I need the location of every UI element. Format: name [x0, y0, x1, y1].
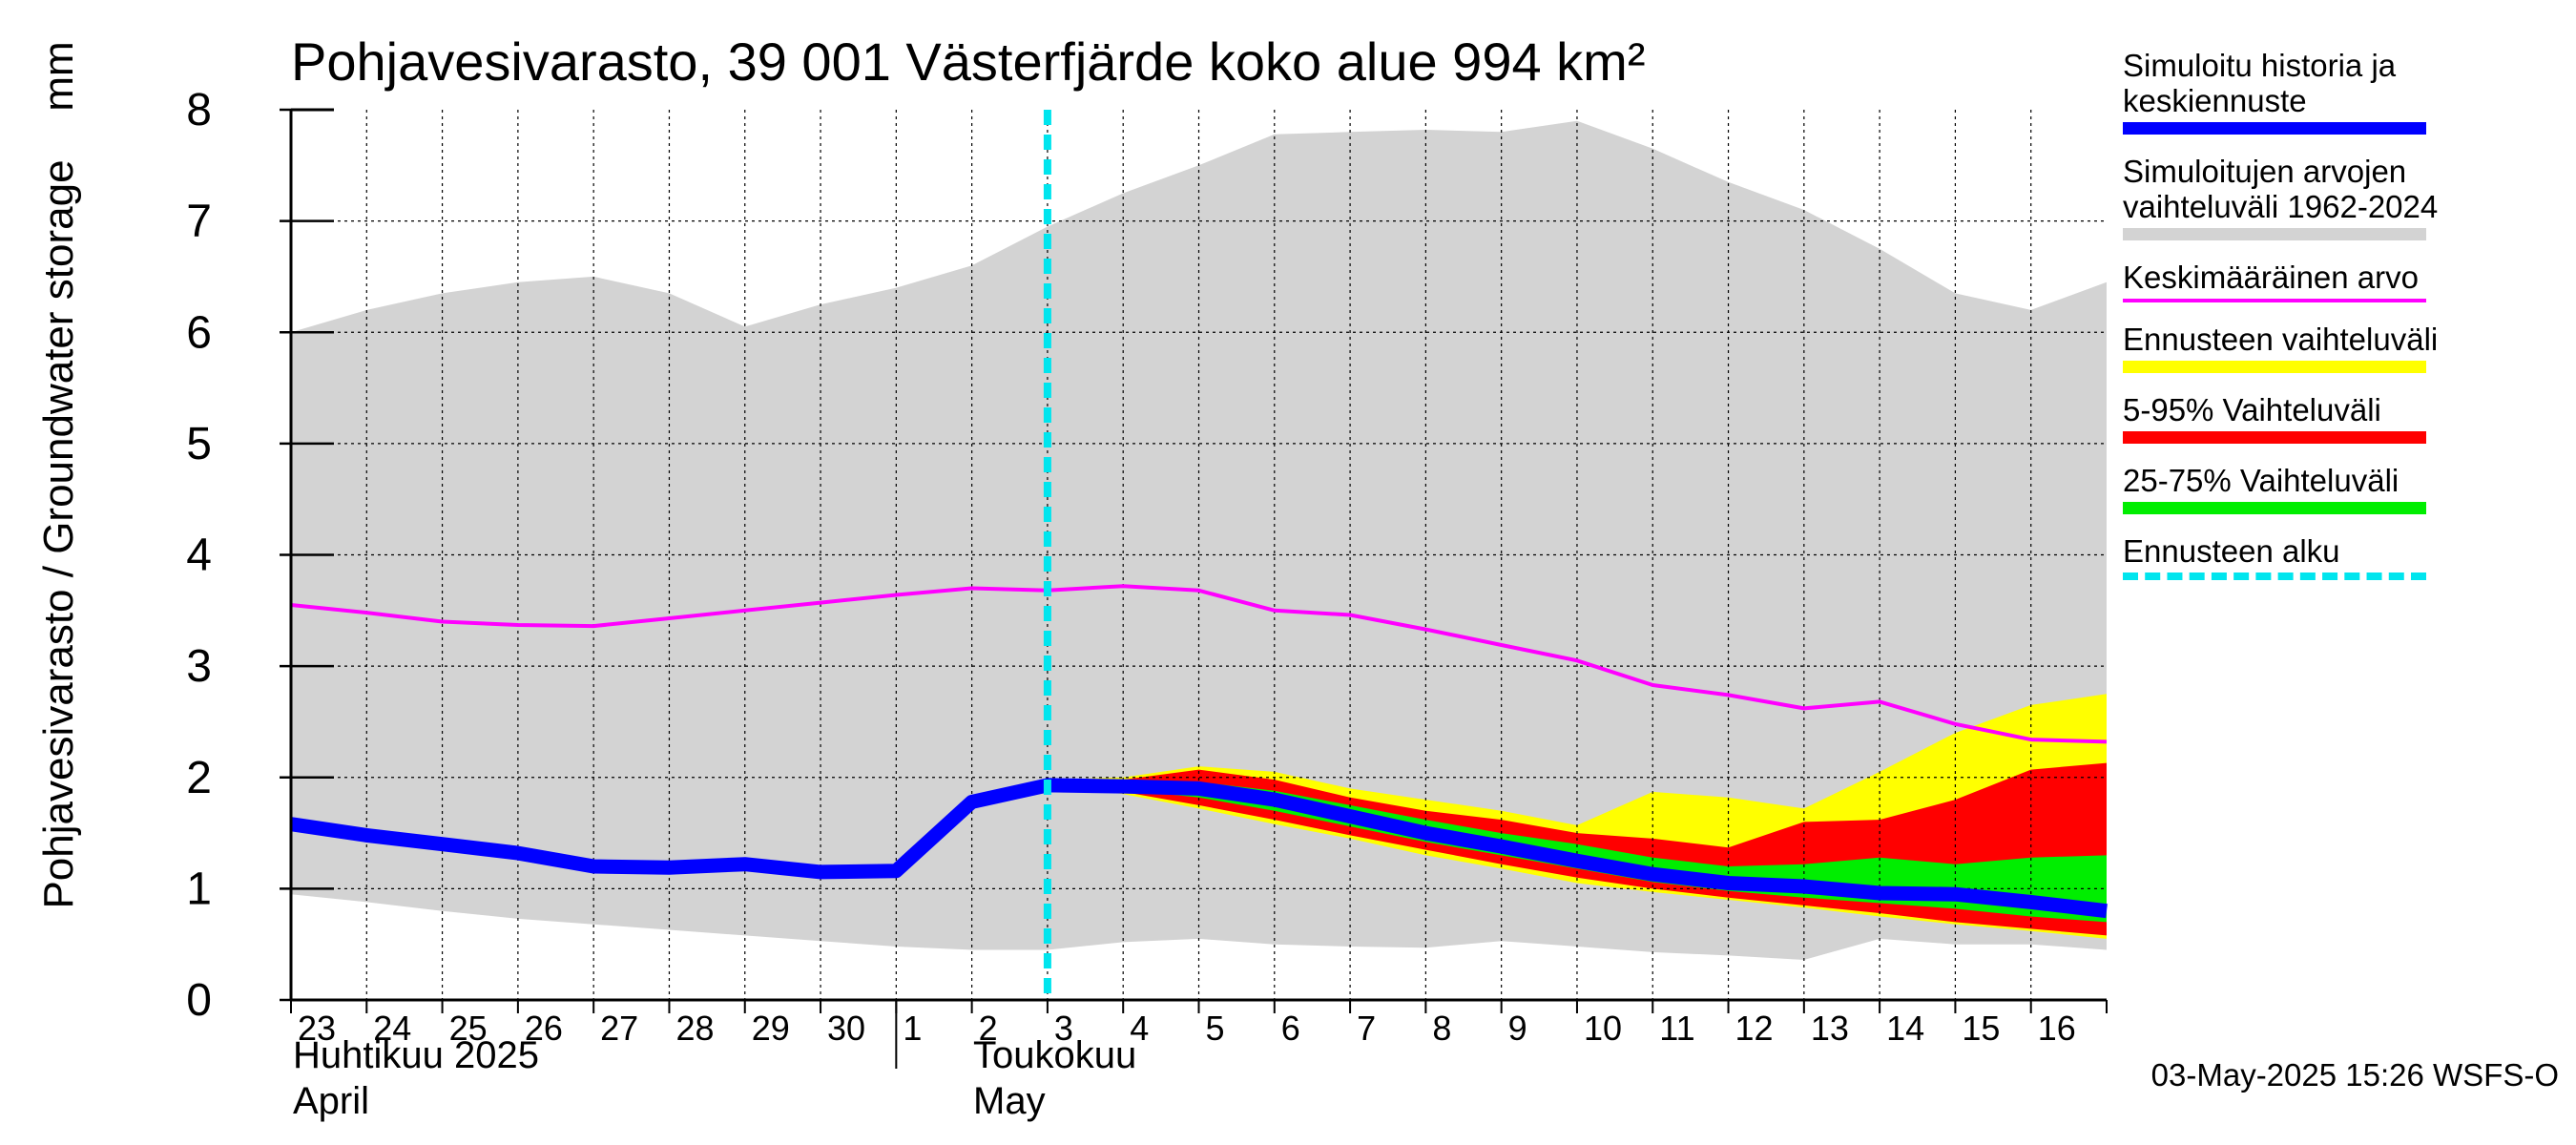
month-label-april-fi: Huhtikuu 2025: [293, 1034, 539, 1076]
legend-item-forecast-range: Ennusteen vaihteluväli: [2123, 322, 2438, 373]
month-label-april-en: April: [293, 1080, 370, 1122]
month-label-april: Huhtikuu 2025 April: [293, 1032, 539, 1124]
legend-label: Keskimääräinen arvo: [2123, 260, 2419, 295]
legend-swatch: [2123, 572, 2426, 580]
chart-title: Pohjavesivarasto, 39 001 Västerfjärde ko…: [291, 31, 1646, 92]
y-tick-label: 7: [186, 197, 212, 247]
y-tick-label: 1: [186, 864, 212, 914]
x-tick-label: 28: [675, 1009, 714, 1048]
x-tick-label: 11: [1659, 1009, 1694, 1048]
x-tick-label: 12: [1735, 1009, 1774, 1048]
y-tick-label: 6: [186, 307, 212, 358]
x-tick-label: 27: [600, 1009, 638, 1048]
x-tick-label: 13: [1811, 1009, 1849, 1048]
x-tick-label: 16: [2038, 1009, 2076, 1048]
y-axis-unit: mm: [35, 41, 82, 112]
x-tick-label: 2: [979, 1009, 998, 1048]
x-tick-label: 1: [903, 1009, 922, 1048]
series-line-mean: [290, 584, 2108, 744]
x-tick-label: 14: [1886, 1009, 1924, 1048]
chart-grid: [291, 110, 2107, 1000]
x-tick-label: 9: [1508, 1009, 1527, 1048]
x-tick-label: 30: [827, 1009, 865, 1048]
legend-item-history: Simuloitu historia ja keskiennuste: [2123, 48, 2438, 135]
legend-swatch: [2123, 361, 2426, 373]
month-label-may-fi: Toukokuu: [973, 1034, 1137, 1076]
timestamp-footer: 03-May-2025 15:26 WSFS-O: [2150, 1057, 2559, 1093]
y-tick-label: 5: [186, 419, 212, 469]
x-tick-label: 26: [525, 1009, 563, 1048]
legend-swatch: [2123, 502, 2426, 514]
x-tick-label: 4: [1130, 1009, 1149, 1048]
y-tick-label: 8: [186, 85, 212, 135]
x-tick-label: 10: [1584, 1009, 1622, 1048]
month-label-may-en: May: [973, 1080, 1046, 1122]
x-tick-label: 24: [373, 1009, 411, 1048]
legend-label: Ennusteen alku: [2123, 533, 2340, 569]
y-axis-label: Pohjavesivarasto / Groundwater storage: [35, 159, 82, 909]
legend-swatch: [2123, 431, 2426, 444]
x-tick-label: 5: [1206, 1009, 1225, 1048]
chart-bands: [291, 120, 2107, 960]
x-tick-label: 8: [1432, 1009, 1451, 1048]
legend-item-forecast-start: Ennusteen alku: [2123, 533, 2438, 580]
legend-item-sim-range: Simuloitujen arvojen vaihteluväli 1962-2…: [2123, 154, 2438, 240]
chart-legend: Simuloitu historia ja keskiennuste Simul…: [2123, 48, 2438, 599]
legend-swatch: [2123, 122, 2426, 135]
x-tick-label: 29: [752, 1009, 790, 1048]
legend-label: Simuloitujen arvojen vaihteluväli 1962-2…: [2123, 154, 2439, 224]
x-tick-label: 25: [449, 1009, 488, 1048]
x-tick-label: 6: [1281, 1009, 1300, 1048]
y-tick-label: 0: [186, 975, 212, 1026]
legend-swatch: [2123, 299, 2426, 302]
legend-label: 5-95% Vaihteluväli: [2123, 392, 2381, 427]
legend-item-5-95: 5-95% Vaihteluväli: [2123, 392, 2438, 444]
series-line-simulated-history: [289, 778, 2108, 919]
legend-item-25-75: 25-75% Vaihteluväli: [2123, 463, 2438, 514]
y-tick-label: 2: [186, 753, 212, 803]
month-label-may: Toukokuu May: [973, 1032, 1136, 1124]
legend-item-mean: Keskimääräinen arvo: [2123, 260, 2438, 302]
y-tick-label: 3: [186, 641, 212, 692]
chart-lines: [289, 110, 2108, 1000]
legend-swatch: [2123, 228, 2426, 240]
x-tick-label: 7: [1357, 1009, 1376, 1048]
legend-label: 25-75% Vaihteluväli: [2123, 463, 2399, 498]
legend-label: Simuloitu historia ja keskiennuste: [2123, 48, 2397, 118]
legend-label: Ennusteen vaihteluväli: [2123, 322, 2439, 357]
x-tick-label: 15: [1962, 1009, 2000, 1048]
x-tick-label: 23: [298, 1009, 336, 1048]
x-tick-label: 3: [1054, 1009, 1073, 1048]
y-tick-label: 4: [186, 531, 212, 581]
